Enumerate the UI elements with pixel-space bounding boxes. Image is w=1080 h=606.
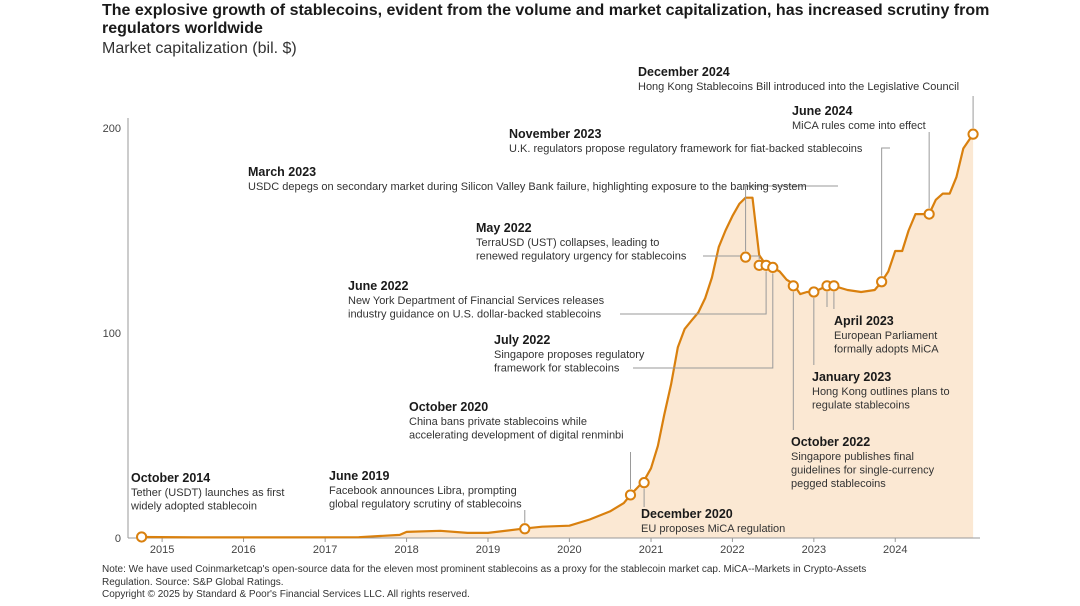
annotation-title: June 2019 bbox=[329, 469, 390, 483]
event-marker bbox=[739, 251, 752, 263]
event-marker bbox=[808, 286, 820, 298]
annotation-text: global regulatory scrutiny of stablecoin… bbox=[329, 499, 522, 511]
x-tick-label: 2022 bbox=[720, 544, 744, 556]
chart-title: The explosive growth of stablecoins, evi… bbox=[102, 2, 990, 37]
annotation-leader bbox=[745, 185, 838, 252]
event-marker bbox=[136, 531, 148, 543]
event-marker bbox=[828, 280, 840, 292]
annotation-leader bbox=[881, 147, 890, 276]
market-cap-chart: 0 100 200 2015 2016 2017 2018 2019 2020 2021 2022 2… bbox=[103, 65, 980, 556]
annotation-title: March 2023 bbox=[248, 165, 316, 179]
annotation-text: Facebook announces Libra, prompting bbox=[329, 485, 517, 497]
annotation-title: May 2022 bbox=[476, 221, 532, 235]
annotation-title: April 2023 bbox=[834, 314, 894, 328]
annotation-title: October 2014 bbox=[131, 471, 210, 485]
annotation-title: October 2020 bbox=[409, 400, 488, 414]
x-tick-label: 2024 bbox=[883, 544, 907, 556]
annotation-text: TerraUSD (UST) collapses, leading to bbox=[476, 237, 659, 249]
annotation-text: guidelines for single-currency bbox=[791, 465, 935, 477]
annotation-text: renewed regulatory urgency for stablecoi… bbox=[476, 251, 687, 263]
series-line bbox=[141, 133, 975, 539]
annotation-title: June 2022 bbox=[348, 279, 409, 293]
event-marker bbox=[923, 208, 935, 220]
annotation-text: China bans private stablecoins while bbox=[409, 416, 587, 428]
annotation-text: Tether (USDT) launches as first bbox=[131, 487, 284, 499]
annotation-leader bbox=[703, 255, 760, 260]
x-tick-label: 2016 bbox=[231, 544, 255, 556]
annotation-title: December 2024 bbox=[638, 65, 730, 79]
annotation-title: October 2022 bbox=[791, 435, 870, 449]
annotation-text: USDC depegs on secondary market during S… bbox=[248, 181, 807, 193]
x-tick-label: 2020 bbox=[557, 544, 581, 556]
x-tick-label: 2015 bbox=[150, 544, 174, 556]
annotation-text: European Parliament bbox=[834, 330, 937, 342]
y-tick-label: 0 bbox=[115, 533, 121, 545]
event-marker bbox=[519, 523, 531, 535]
annotation-text: framework for stablecoins bbox=[494, 363, 620, 375]
annotation-text: Hong Kong outlines plans to bbox=[812, 386, 950, 398]
x-tick-label: 2019 bbox=[476, 544, 500, 556]
x-tick-label: 2018 bbox=[394, 544, 418, 556]
chart-footer: Note: We have used Coinmarketcap's open-… bbox=[102, 564, 982, 602]
y-tick-label: 200 bbox=[103, 123, 121, 135]
annotation-text: U.K. regulators propose regulatory frame… bbox=[509, 143, 863, 155]
annotation-title: January 2023 bbox=[812, 370, 891, 384]
event-marker bbox=[876, 276, 888, 288]
y-tick-label: 100 bbox=[103, 328, 121, 340]
event-marker bbox=[624, 489, 637, 501]
annotation-text: regulate stablecoins bbox=[812, 400, 910, 412]
footer-note-line-1: Note: We have used Coinmarketcap's open-… bbox=[102, 564, 867, 575]
annotation-leader bbox=[620, 271, 767, 315]
annotation-text: Hong Kong Stablecoins Bill introduced in… bbox=[638, 81, 959, 93]
annotation-text: formally adopts MiCA bbox=[834, 344, 939, 356]
annotation-text: MiCA rules come into effect bbox=[792, 120, 926, 132]
event-marker bbox=[767, 261, 779, 273]
x-tick-label: 2023 bbox=[802, 544, 826, 556]
chart-subtitle: Market capitalization (bil. $) bbox=[102, 40, 297, 57]
annotation-text: New York Department of Financial Service… bbox=[348, 295, 605, 307]
annotation-text: Singapore proposes regulatory bbox=[494, 349, 645, 361]
x-tick-label: 2017 bbox=[313, 544, 337, 556]
event-marker bbox=[787, 280, 799, 292]
annotation-text: industry guidance on U.S. dollar-backed … bbox=[348, 309, 602, 321]
annotation-text: Singapore publishes final bbox=[791, 451, 914, 463]
footer-copyright: Copyright © 2025 by Standard & Poor's Fi… bbox=[102, 589, 470, 600]
x-tick-label: 2021 bbox=[639, 544, 663, 556]
event-marker bbox=[638, 477, 650, 489]
annotation-title: July 2022 bbox=[494, 333, 550, 347]
annotation-text: widely adopted stablecoin bbox=[130, 501, 257, 513]
series-area bbox=[141, 134, 974, 538]
annotation-text: pegged stablecoins bbox=[791, 478, 886, 490]
annotation-title: December 2020 bbox=[641, 507, 733, 521]
annotation-leader bbox=[633, 273, 774, 369]
annotation-text: EU proposes MiCA regulation bbox=[641, 523, 785, 535]
footer-note-line-2: Regulation. Source: S&P Global Ratings. bbox=[102, 576, 284, 588]
annotation-title: November 2023 bbox=[509, 127, 601, 141]
annotation-title: June 2024 bbox=[792, 104, 853, 118]
annotation-text: accelerating development of digital renm… bbox=[409, 430, 624, 442]
event-marker bbox=[967, 128, 979, 140]
